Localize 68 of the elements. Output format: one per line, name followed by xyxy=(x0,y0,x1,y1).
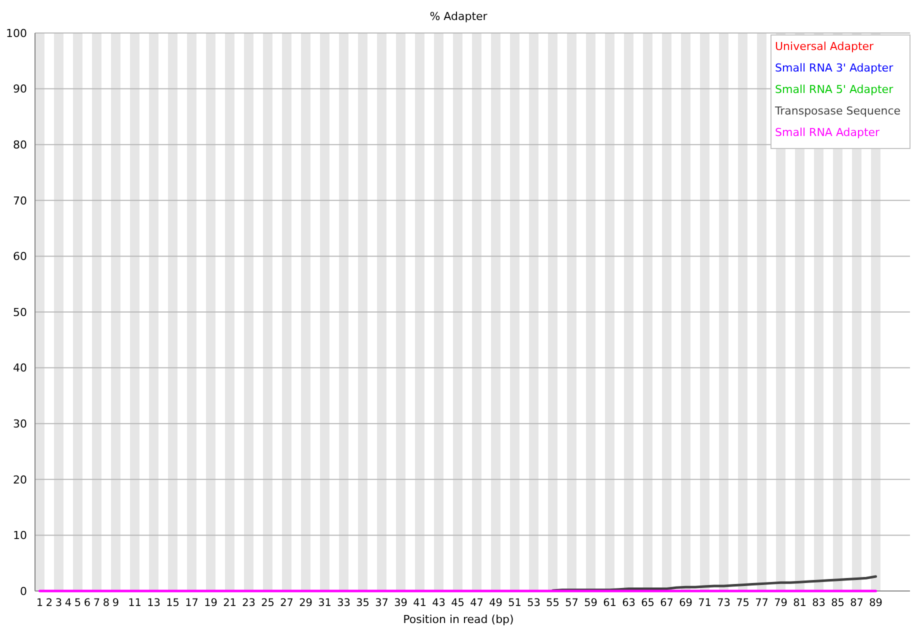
x-tick-label: 1 xyxy=(36,597,44,609)
x-tick-label: 59 xyxy=(584,597,598,609)
x-axis-title: Position in read (bp) xyxy=(403,613,514,626)
x-tick-label: 7 xyxy=(93,597,100,609)
y-tick-label: 20 xyxy=(13,473,27,486)
legend-label: Small RNA 5' Adapter xyxy=(775,83,894,96)
x-tick-label: 81 xyxy=(793,597,806,609)
x-tick-label: 55 xyxy=(546,597,560,609)
y-tick-label: 70 xyxy=(13,194,27,208)
x-tick-label: 37 xyxy=(375,597,388,609)
x-tick-label: 35 xyxy=(356,597,370,609)
y-tick-label: 10 xyxy=(13,529,27,542)
y-tick-label: 30 xyxy=(13,417,27,430)
x-tick-label: 51 xyxy=(508,597,522,609)
x-tick-label: 43 xyxy=(432,597,446,609)
x-tick-label: 19 xyxy=(204,597,218,609)
x-tick-label: 69 xyxy=(679,597,692,609)
x-tick-label: 85 xyxy=(831,597,844,609)
x-tick-label: 25 xyxy=(261,597,274,609)
y-tick-label: 90 xyxy=(13,82,27,96)
x-tick-label: 39 xyxy=(394,597,408,609)
x-tick-label: 71 xyxy=(698,597,712,609)
x-tick-label: 2 xyxy=(46,597,53,609)
x-tick-label: 41 xyxy=(413,597,426,609)
x-tick-label: 45 xyxy=(451,597,464,609)
x-tick-label: 4 xyxy=(64,597,72,609)
y-tick-label: 40 xyxy=(13,362,27,375)
x-tick-label: 6 xyxy=(84,597,91,609)
text: Small RNA Adapter xyxy=(775,126,880,139)
x-tick-label: 75 xyxy=(736,597,750,609)
x-tick-label: 47 xyxy=(470,597,484,609)
x-tick-label: 13 xyxy=(147,597,160,609)
x-tick-label: 31 xyxy=(318,597,332,609)
x-tick-label: 65 xyxy=(641,597,654,609)
x-tick-label: 87 xyxy=(850,597,864,609)
x-tick-label: 73 xyxy=(717,597,730,609)
legend-label: Small RNA 3' Adapter xyxy=(775,62,894,74)
x-tick-label: 49 xyxy=(489,597,502,609)
y-tick-label: 80 xyxy=(13,138,27,152)
x-tick-label: 67 xyxy=(660,597,674,609)
x-tick-label: 17 xyxy=(185,597,198,609)
y-tick-label: 50 xyxy=(13,306,27,319)
x-tick-label: 83 xyxy=(812,597,826,609)
x-tick-label: 53 xyxy=(527,597,540,609)
x-tick-label: 29 xyxy=(299,597,312,609)
y-tick-label: 60 xyxy=(13,250,27,264)
x-tick-label: 61 xyxy=(603,597,616,609)
x-tick-label: 23 xyxy=(242,597,256,609)
x-tick-label: 63 xyxy=(622,597,636,609)
chart-title: % Adapter xyxy=(430,10,488,23)
x-tick-label: 21 xyxy=(223,597,236,609)
x-tick-label: 89 xyxy=(869,597,882,609)
x-tick-label: 3 xyxy=(55,597,62,609)
x-tick-label: 79 xyxy=(774,597,788,609)
x-tick-label: 57 xyxy=(565,597,578,609)
x-tick-label: 11 xyxy=(128,597,142,609)
legend-label: Universal Adapter xyxy=(775,40,874,53)
x-tick-label: 27 xyxy=(280,597,294,609)
x-tick-label: 33 xyxy=(337,597,350,609)
x-tick-label: 8 xyxy=(102,597,110,609)
x-tick-label: 77 xyxy=(755,597,768,609)
x-tick-label: 15 xyxy=(166,597,180,609)
x-tick-label: 9 xyxy=(112,597,120,609)
y-tick-label: 100 xyxy=(6,26,27,40)
y-tick-label: 0 xyxy=(20,584,27,598)
line-series xyxy=(552,575,877,592)
x-tick-label: 5 xyxy=(74,597,82,609)
text: Transposase Sequence xyxy=(774,104,901,118)
